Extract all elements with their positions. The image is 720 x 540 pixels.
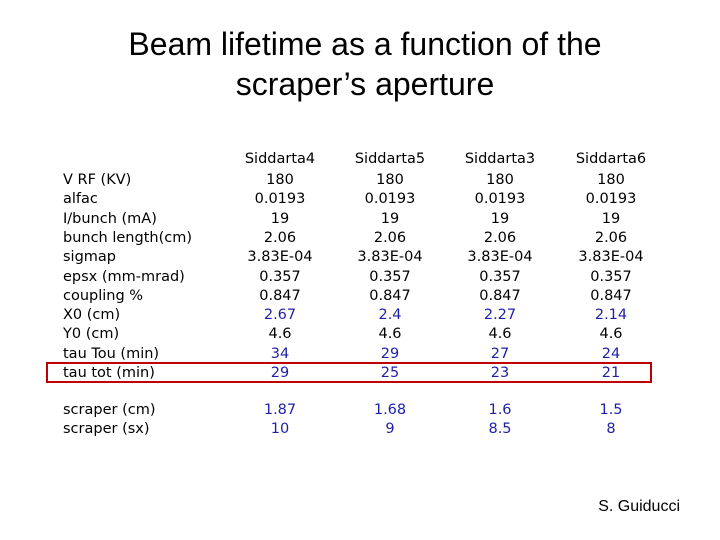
table-cell: 4.6 (599, 326, 623, 342)
row-label: coupling % (63, 288, 144, 304)
row-label: scraper (sx) (63, 421, 150, 437)
table-cell: 2.06 (594, 230, 628, 246)
table-cell: 3.83E-04 (467, 249, 533, 265)
table-cell: 0.357 (479, 269, 521, 285)
table-cell: 4.6 (268, 326, 292, 342)
table-cell: 0.847 (590, 288, 632, 304)
title-line-1: Beam lifetime as a function of the (128, 26, 602, 62)
table-cell: 180 (266, 172, 294, 188)
table-cell: 29 (380, 346, 400, 362)
table-cell: 1.68 (373, 402, 407, 418)
row-label: tau Tou (min) (63, 346, 160, 362)
row-label: alfac (63, 191, 98, 207)
table-cell: 23 (490, 365, 510, 381)
table-cell: 3.83E-04 (578, 249, 644, 265)
table-cell: 0.357 (259, 269, 301, 285)
highlight-box-tau-tot (46, 362, 652, 383)
author-credit: S. Guiducci (598, 498, 680, 515)
row-label: scraper (cm) (63, 402, 156, 418)
table-cell: 1.6 (488, 402, 512, 418)
table-cell: 29 (270, 365, 290, 381)
table-cell: 0.0193 (474, 191, 526, 207)
table-cell: 2.06 (263, 230, 297, 246)
column-header: Siddarta5 (354, 151, 426, 167)
column-header: Siddarta4 (244, 151, 316, 167)
table-cell: 2.06 (483, 230, 517, 246)
table-cell: 0.357 (590, 269, 632, 285)
title-line-2: scraper’s aperture (235, 66, 495, 102)
table-cell: 25 (380, 365, 400, 381)
table-cell: 34 (270, 346, 290, 362)
table-cell: 2.06 (373, 230, 407, 246)
table-cell: 19 (601, 211, 621, 227)
table-cell: 8 (606, 421, 616, 437)
table-cell: 180 (597, 172, 625, 188)
row-label: bunch length(cm) (63, 230, 192, 246)
row-label: tau tot (min) (63, 365, 155, 381)
table-cell: 21 (601, 365, 621, 381)
table-cell: 19 (270, 211, 290, 227)
table-cell: 10 (270, 421, 290, 437)
table-cell: 180 (486, 172, 514, 188)
table-cell: 0.847 (369, 288, 411, 304)
row-label: X0 (cm) (63, 307, 121, 323)
table-cell: 8.5 (488, 421, 512, 437)
table-cell: 0.0193 (364, 191, 416, 207)
table-cell: 0.0193 (585, 191, 637, 207)
table-cell: 2.4 (378, 307, 402, 323)
row-label: I/bunch (mA) (63, 211, 157, 227)
row-label: V RF (KV) (63, 172, 132, 188)
table-cell: 4.6 (488, 326, 512, 342)
row-label: Y0 (cm) (63, 326, 120, 342)
table-cell: 3.83E-04 (247, 249, 313, 265)
column-header: Siddarta3 (464, 151, 536, 167)
table-cell: 2.27 (483, 307, 517, 323)
table-cell: 24 (601, 346, 621, 362)
table-cell: 0.357 (369, 269, 411, 285)
table-cell: 0.847 (259, 288, 301, 304)
table-cell: 0.847 (479, 288, 521, 304)
table-cell: 9 (385, 421, 395, 437)
row-label: sigmap (63, 249, 117, 265)
table-cell: 19 (490, 211, 510, 227)
table-cell: 4.6 (378, 326, 402, 342)
table-cell: 1.5 (599, 402, 623, 418)
table-cell: 27 (490, 346, 510, 362)
table-cell: 2.14 (594, 307, 628, 323)
table-cell: 2.67 (263, 307, 297, 323)
table-cell: 1.87 (263, 402, 297, 418)
table-cell: 0.0193 (254, 191, 306, 207)
table-cell: 19 (380, 211, 400, 227)
table-cell: 180 (376, 172, 404, 188)
row-label: epsx (mm-mrad) (63, 269, 185, 285)
column-header: Siddarta6 (575, 151, 647, 167)
slide-title: Beam lifetime as a function of the scrap… (0, 24, 720, 104)
table-cell: 3.83E-04 (357, 249, 423, 265)
